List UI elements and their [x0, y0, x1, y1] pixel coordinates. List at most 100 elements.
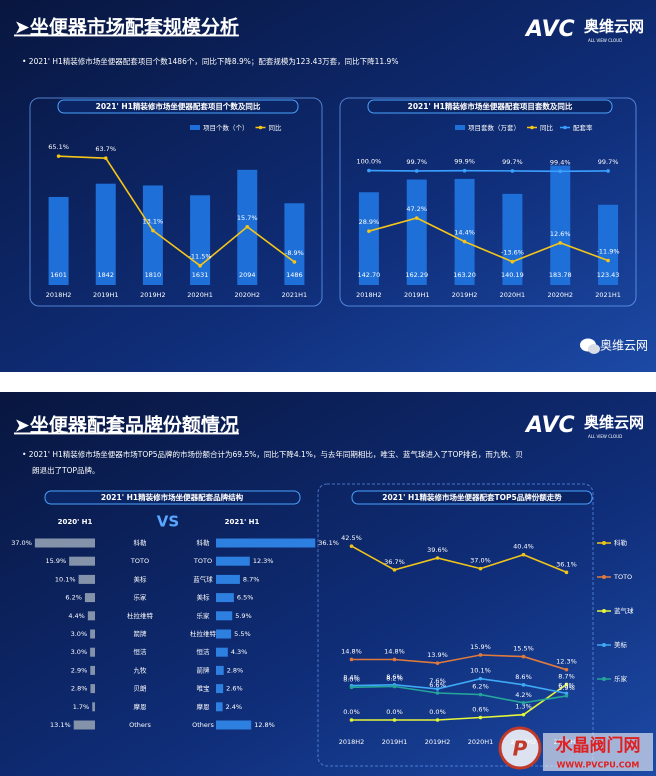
bar [216, 611, 233, 621]
x-tick-label: 2019H2 [452, 291, 478, 299]
data-label: 13.9% [427, 651, 448, 659]
watermark-url: WWW.PVCPU.COM [557, 761, 640, 770]
category-label: 科勒 [197, 538, 211, 547]
data-label: 14.4% [454, 229, 475, 237]
data-label: 14.8% [341, 647, 362, 655]
panel [29, 97, 323, 307]
data-label: 162.29 [405, 271, 428, 279]
data-label: 1486 [286, 271, 303, 279]
bar [550, 165, 571, 285]
data-label: 10.1% [470, 667, 491, 675]
point [521, 654, 526, 659]
category-label: 美标 [134, 574, 148, 583]
point [564, 682, 569, 687]
data-label: 6.6% [429, 681, 446, 689]
series-line [368, 169, 609, 173]
data-label: 123.43 [597, 271, 620, 279]
category-label: 蓝气球 [193, 574, 213, 583]
data-label: 183.78 [549, 271, 572, 279]
category-label: TOTO [193, 557, 212, 565]
point [245, 224, 250, 229]
bar [284, 203, 305, 285]
data-label: 99.7% [502, 158, 523, 166]
point [392, 684, 397, 689]
logo-mark: AVC [524, 17, 575, 42]
point [414, 216, 419, 220]
watermark-icon [498, 726, 542, 770]
legend-swatch [530, 125, 534, 130]
slide-note: • 2021' H1精装修市场坐便器市场TOP5品牌的市场份额合计为69.5%，… [22, 449, 523, 459]
data-label: 1842 [97, 271, 114, 279]
x-tick-label: 2019H1 [404, 291, 430, 299]
legend-label: 配套率 [573, 123, 593, 132]
point [349, 657, 354, 662]
data-label: 8.7% [558, 672, 575, 680]
data-label: 2.8% [71, 685, 88, 693]
legend-swatch [602, 541, 606, 545]
point [435, 718, 440, 722]
bar [216, 556, 250, 566]
watermark-text: 奥维云网 [600, 339, 648, 353]
data-label: 99.4% [550, 158, 571, 166]
logo-name: 奥维云网 [584, 18, 644, 36]
panel-header [351, 490, 593, 505]
legend-swatch [602, 575, 606, 579]
slide-note: 朗退出了TOP品牌。 [32, 465, 100, 475]
x-tick-label: 2020H2 [547, 291, 573, 299]
bar [598, 204, 619, 285]
point [558, 241, 563, 245]
data-label: 4.2% [515, 691, 532, 699]
data-label: 37.0% [470, 557, 491, 565]
point [564, 694, 569, 698]
data-label: -13.6% [501, 249, 524, 257]
point [435, 556, 440, 560]
watermark-text: 水晶阀门网 [556, 735, 641, 756]
x-tick-label: 2020H1 [187, 291, 213, 299]
series-line [58, 155, 295, 267]
point [478, 566, 483, 571]
chart-title: 2021' H1精装修市场坐便器配套TOP5品牌份额走势 [382, 492, 562, 502]
data-label: 8.4% [343, 674, 360, 682]
x-tick-label: 2019H2 [140, 291, 166, 299]
series-line [351, 677, 567, 695]
bar [48, 196, 69, 285]
data-label: 8.6% [515, 673, 532, 681]
data-label: 39.6% [427, 546, 448, 554]
point [349, 685, 354, 690]
data-label: 15.9% [46, 557, 67, 565]
data-label: 4.3% [231, 648, 248, 656]
bar [454, 178, 475, 285]
data-label: 12.3% [253, 557, 274, 565]
category-label: Others [129, 721, 151, 729]
point [198, 263, 202, 268]
category-label: 乐家 [134, 593, 148, 602]
legend-swatch [258, 125, 263, 130]
data-label: 3.0% [71, 648, 88, 656]
data-label: 6.2% [65, 594, 82, 602]
wechat-icon [588, 344, 600, 354]
point [606, 169, 610, 173]
chart-title: 2021' H1精装修市场坐便器配套项目个数及同比 [96, 101, 261, 111]
data-label: 2.4% [226, 703, 243, 711]
data-label: 6.2% [472, 683, 489, 691]
category-label: 乐家 [197, 611, 211, 620]
data-label: 0.6% [472, 706, 489, 714]
bar [216, 593, 234, 603]
bar [95, 183, 116, 285]
point [103, 156, 108, 160]
slide-background [0, 392, 656, 776]
slide-note: • 2021' H1精装修市场坐便器配套项目个数1486个，同比下降8.9%；配… [22, 56, 398, 66]
data-label: 40.4% [513, 543, 534, 551]
x-tick-label: 2020H1 [500, 291, 526, 299]
data-label: 8.6% [386, 673, 403, 681]
point [435, 687, 440, 691]
x-tick-label: 2020H2 [234, 291, 260, 299]
data-label: 13.1% [50, 721, 71, 729]
point [521, 683, 526, 687]
bar [216, 720, 252, 730]
data-label: 14.8% [384, 647, 405, 655]
data-label: 2.6% [226, 685, 243, 693]
bar [78, 574, 95, 584]
chart-title: 2021' H1精装修市场坐便器配套项目套数及同比 [408, 101, 573, 111]
data-label: -8.9% [285, 249, 304, 257]
